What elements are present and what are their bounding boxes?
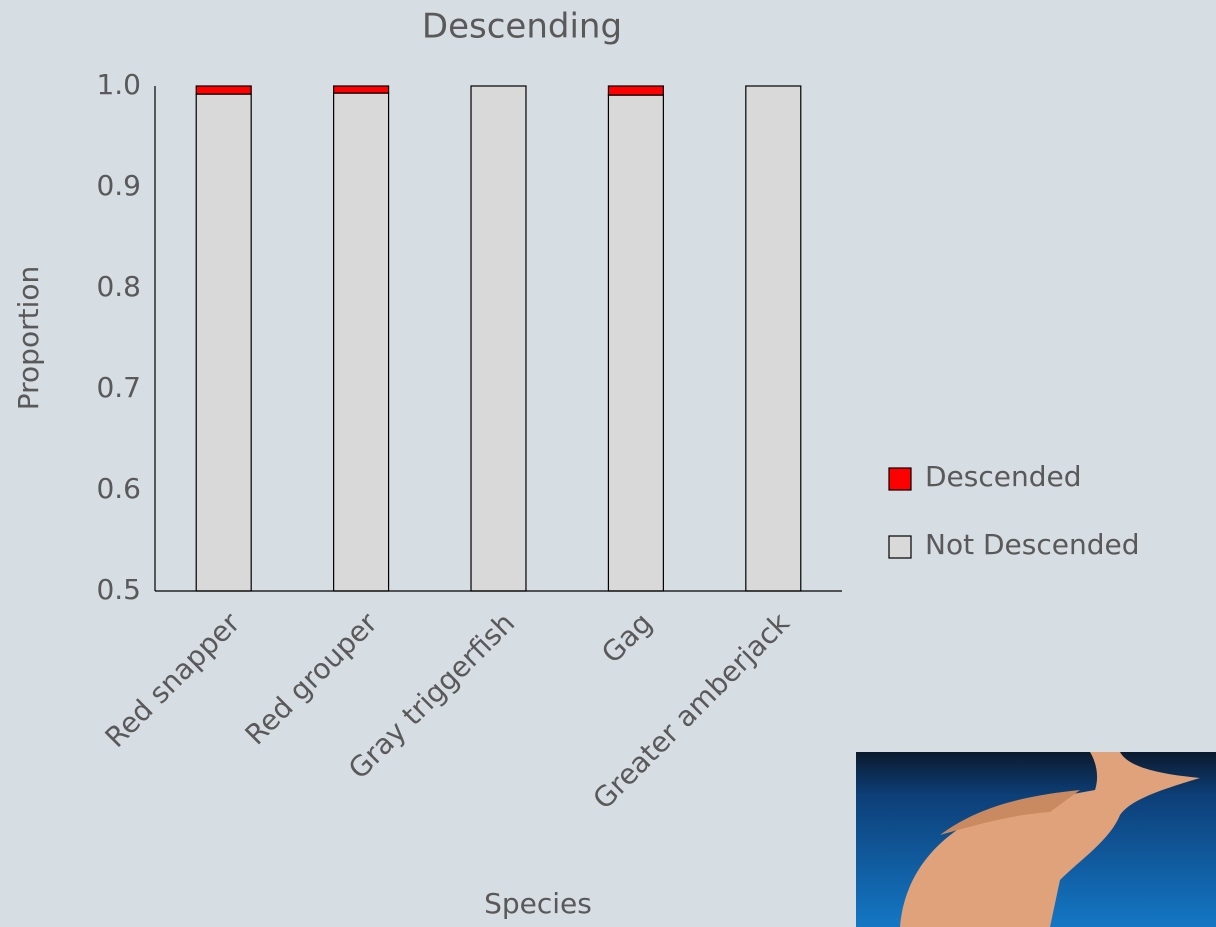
x-tick-label: Gag: [595, 606, 658, 669]
bar-segment: [195, 93, 252, 592]
legend-label: Descended: [925, 460, 1082, 493]
y-axis-label: Proportion: [12, 266, 45, 410]
photo-fin: [940, 790, 1080, 835]
y-tick-label: 0.6: [96, 472, 141, 505]
y-tick-label: 0.8: [96, 270, 141, 303]
bar-segment: [333, 92, 390, 592]
bar-segment: [745, 85, 802, 592]
y-tick-label: 0.7: [96, 371, 141, 404]
legend-swatch: [888, 467, 912, 491]
chart-title: Descending: [422, 7, 622, 47]
legend-label: Not Descended: [925, 528, 1139, 561]
bar-segment: [195, 85, 252, 95]
bar-segment: [333, 85, 390, 94]
y-tick-label: 0.9: [96, 169, 141, 202]
x-tick-label: Red grouper: [239, 606, 384, 751]
legend: Descended Not Descended: [888, 460, 1139, 561]
x-tick-label: Red snapper: [99, 606, 247, 754]
legend-swatch: [888, 535, 912, 559]
bar-segment: [607, 85, 664, 96]
photo: [856, 752, 1216, 927]
photo-fish: [900, 752, 1200, 927]
bar-segment: [470, 85, 527, 592]
y-tick-label: 1.0: [96, 68, 141, 101]
y-tick-label: 0.5: [96, 573, 141, 606]
bar-segment: [607, 94, 664, 592]
x-axis-label: Species: [484, 887, 592, 920]
